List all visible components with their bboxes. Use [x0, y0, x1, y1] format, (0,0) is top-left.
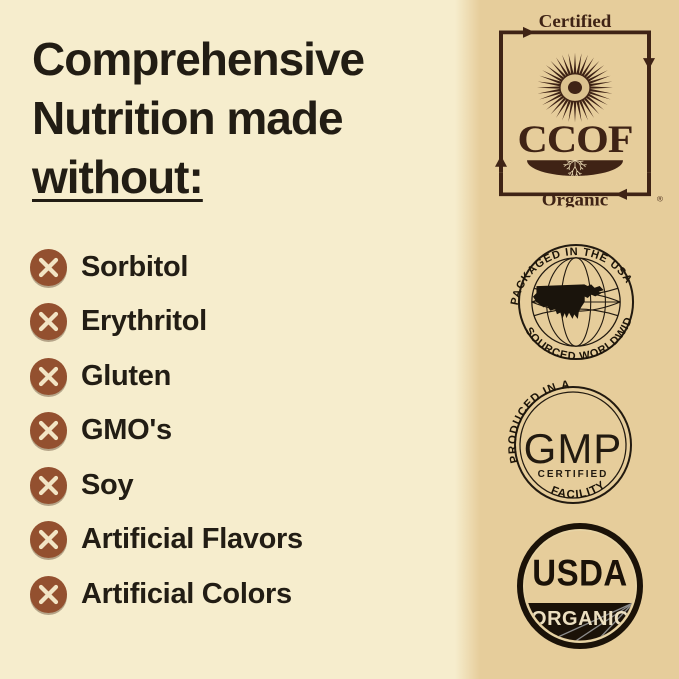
svg-text:USDA: USDA [532, 553, 627, 594]
svg-text:CCOF: CCOF [518, 118, 633, 161]
svg-text:Certified: Certified [539, 14, 612, 31]
svg-text:ORGANIC: ORGANIC [531, 608, 629, 630]
svg-text:CERTIFIED: CERTIFIED [538, 469, 609, 480]
svg-text:®: ® [657, 195, 663, 204]
svg-text:Organic: Organic [542, 190, 608, 207]
svg-text:GMP: GMP [524, 425, 623, 472]
